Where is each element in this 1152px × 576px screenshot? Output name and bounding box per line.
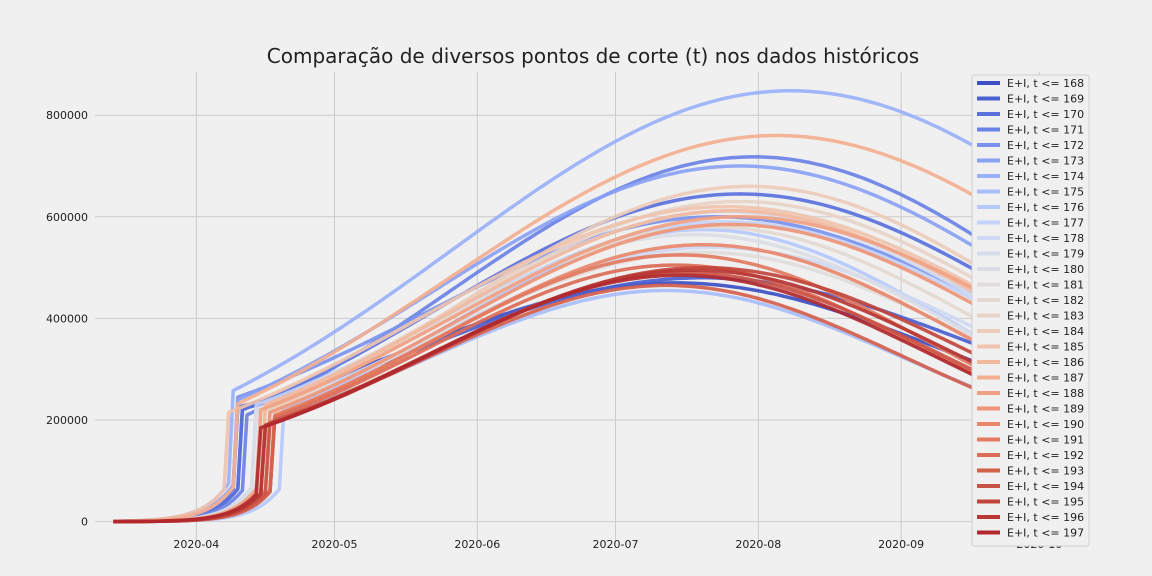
legend-label: E+I, t <= 186	[1007, 356, 1084, 369]
legend-label: E+I, t <= 175	[1007, 186, 1084, 199]
legend-label: E+I, t <= 188	[1007, 387, 1084, 400]
legend-box	[971, 74, 1090, 547]
legend-label: E+I, t <= 173	[1007, 155, 1084, 168]
x-tick-label: 2020-09	[878, 538, 924, 551]
series-line	[113, 204, 1045, 524]
y-tick-label: 200000	[46, 414, 88, 427]
series-line	[113, 283, 1045, 524]
legend-label: E+I, t <= 193	[1007, 465, 1084, 478]
legend-label: E+I, t <= 182	[1007, 294, 1084, 307]
y-tick-label: 800000	[46, 109, 88, 122]
x-tick-label: 2020-06	[454, 538, 500, 551]
legend-label: E+I, t <= 170	[1007, 108, 1084, 121]
x-tick-label: 2020-08	[735, 538, 781, 551]
legend-label: E+I, t <= 194	[1007, 480, 1084, 493]
legend-label: E+I, t <= 181	[1007, 279, 1084, 292]
legend-label: E+I, t <= 184	[1007, 325, 1084, 338]
legend-label: E+I, t <= 187	[1007, 372, 1084, 385]
legend-label: E+I, t <= 169	[1007, 93, 1084, 106]
legend-label: E+I, t <= 197	[1007, 527, 1084, 540]
legend-label: E+I, t <= 178	[1007, 232, 1084, 245]
series-lines	[113, 89, 1045, 524]
series-line	[113, 215, 1045, 524]
x-tick-label: 2020-05	[312, 538, 358, 551]
y-tick-label: 400000	[46, 312, 88, 325]
y-tick-label: 600000	[46, 211, 88, 224]
legend-label: E+I, t <= 171	[1007, 124, 1084, 137]
series-line	[113, 89, 1045, 524]
legend-label: E+I, t <= 176	[1007, 201, 1084, 214]
y-tick-labels: 0 200000 400000 600000 800000	[46, 109, 88, 528]
legend-label: E+I, t <= 190	[1007, 418, 1084, 431]
legend-label: E+I, t <= 174	[1007, 170, 1084, 183]
legend-label: E+I, t <= 195	[1007, 496, 1084, 509]
series-line	[113, 164, 1045, 524]
x-tick-label: 2020-07	[593, 538, 639, 551]
legend-label: E+I, t <= 183	[1007, 310, 1084, 323]
series-line	[113, 273, 1045, 524]
series-line	[113, 133, 1045, 524]
legend-label: E+I, t <= 172	[1007, 139, 1084, 152]
legend-label: E+I, t <= 191	[1007, 434, 1084, 447]
legend-label: E+I, t <= 168	[1007, 77, 1084, 90]
legend: E+I, t <= 168 E+I, t <= 169 E+I, t <= 170 E…	[971, 74, 1090, 547]
legend-label: E+I, t <= 179	[1007, 248, 1084, 261]
legend-label: E+I, t <= 192	[1007, 449, 1084, 462]
chart-title: Comparação de diversos pontos de corte (…	[267, 44, 919, 68]
x-tick-labels: 2020-04 2020-05 2020-06 2020-07 2020-08 2020-…	[173, 538, 1062, 551]
legend-label: E+I, t <= 177	[1007, 217, 1084, 230]
legend-label: E+I, t <= 196	[1007, 511, 1084, 524]
y-tick-label: 0	[81, 516, 88, 529]
legend-label: E+I, t <= 180	[1007, 263, 1084, 276]
x-tick-label: 2020-04	[173, 538, 219, 551]
legend-label: E+I, t <= 185	[1007, 341, 1084, 354]
series-line	[113, 232, 1045, 524]
legend-label: E+I, t <= 189	[1007, 403, 1084, 416]
